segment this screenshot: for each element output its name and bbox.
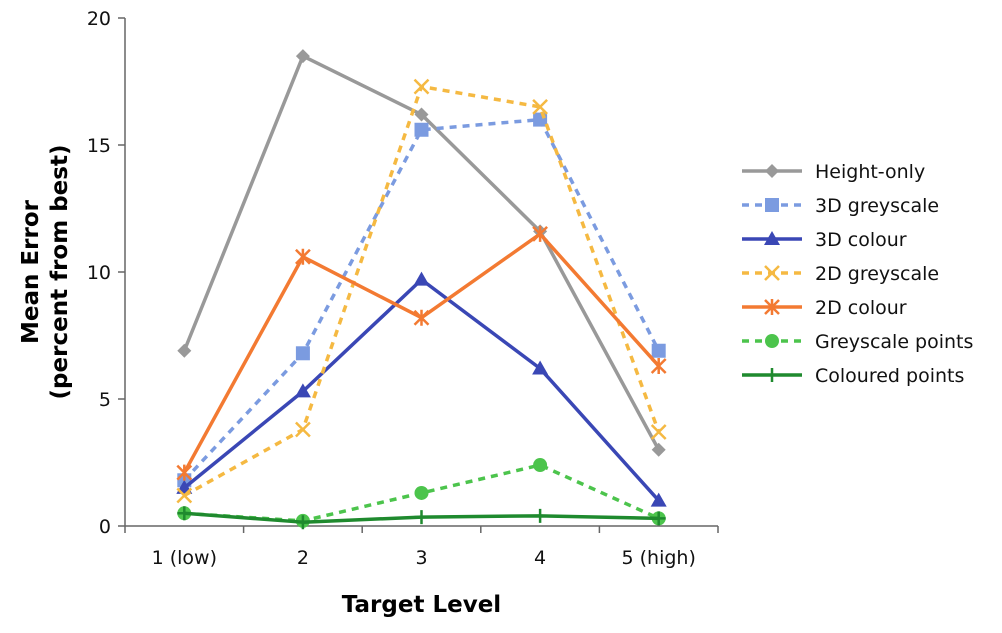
data-point-height-only — [651, 442, 666, 457]
data-point-2d-colour — [176, 464, 193, 481]
series-height-only — [177, 49, 666, 457]
legend-marker — [765, 334, 779, 348]
legend-marker — [765, 164, 779, 178]
data-point-2d-colour — [650, 357, 667, 374]
data-point-2d-colour — [413, 309, 430, 326]
legend-marker — [764, 231, 780, 245]
data-point-coloured-points — [414, 510, 429, 525]
y-axis-title-line-2: (percent from best) — [47, 145, 73, 400]
legend-item-greyscale-points: Greyscale points — [742, 331, 973, 353]
x-tick-label: 3 — [415, 547, 427, 569]
data-point-2d-greyscale — [650, 424, 667, 440]
y-tick-label: 5 — [99, 389, 111, 411]
data-point-coloured-points — [177, 506, 192, 521]
data-point-3d-colour — [294, 383, 311, 398]
data-point-coloured-points — [651, 511, 666, 526]
legend-label: Greyscale points — [815, 331, 973, 353]
data-point-greyscale-points — [414, 485, 429, 500]
series-line-2d-greyscale — [183, 84, 661, 498]
x-axis-title: Target Level — [342, 592, 501, 618]
legend-label: 3D greyscale — [815, 195, 939, 217]
legend-marker — [764, 265, 780, 281]
data-point-2d-greyscale — [176, 487, 193, 504]
data-point-2d-colour — [295, 248, 311, 265]
data-point-coloured-points — [533, 508, 548, 523]
y-axis-title-line-1: Mean Error — [18, 199, 44, 344]
data-point-3d-colour — [650, 492, 667, 507]
series-3d-colour — [176, 271, 667, 507]
data-point-coloured-points — [295, 515, 310, 530]
data-point-3d-greyscale — [295, 346, 310, 361]
y-tick-label: 0 — [99, 516, 111, 538]
legend-marker — [765, 368, 779, 382]
legend-label: 2D greyscale — [815, 263, 939, 285]
legend-item-coloured-points: Coloured points — [742, 365, 964, 387]
data-point-2d-greyscale — [295, 421, 311, 438]
data-point-greyscale-points — [533, 458, 548, 473]
legend-item-3d-colour: 3D colour — [742, 229, 907, 251]
x-tick-label: 1 (low) — [152, 547, 217, 569]
legend-item-2d-greyscale: 2D greyscale — [742, 263, 939, 285]
data-point-2d-colour — [532, 225, 548, 242]
data-point-3d-colour — [413, 271, 430, 286]
legend-marker — [765, 198, 779, 212]
legend-marker — [764, 299, 780, 315]
series-coloured-points — [177, 506, 666, 530]
legend-item-height-only: Height-only — [742, 161, 925, 183]
legend-label: Coloured points — [815, 365, 964, 387]
legend-label: 3D colour — [815, 229, 907, 251]
series-line-2d-colour — [182, 232, 661, 474]
y-axis-title: Mean Error (percent from best) — [18, 145, 73, 400]
data-point-height-only — [414, 107, 429, 122]
legend-label: 2D colour — [815, 297, 907, 319]
series-2d-greyscale — [176, 78, 667, 504]
legend-item-2d-colour: 2D colour — [742, 297, 907, 319]
legend: Height-only 3D greyscale 3D colour 2D greys… — [742, 161, 973, 387]
x-tick-label: 5 (high) — [622, 547, 696, 569]
series-3d-greyscale — [177, 112, 666, 488]
legend-label: Height-only — [815, 161, 925, 183]
y-tick-label: 15 — [87, 135, 111, 157]
series-2d-colour — [176, 225, 667, 481]
data-point-2d-greyscale — [532, 99, 548, 115]
y-tick-label: 10 — [87, 262, 111, 284]
y-tick-label: 20 — [87, 8, 111, 30]
x-tick-label: 2 — [297, 547, 309, 569]
series-layer — [176, 49, 667, 530]
data-point-3d-greyscale — [651, 343, 666, 358]
axes: 0 5 10 15 20 1 (low) 2 3 4 5 (high) — [87, 8, 719, 569]
data-point-3d-colour — [532, 360, 549, 375]
data-point-2d-greyscale — [413, 78, 430, 95]
legend-item-3d-greyscale: 3D greyscale — [742, 195, 939, 217]
data-point-3d-greyscale — [414, 122, 429, 137]
data-point-height-only — [295, 49, 310, 64]
data-point-height-only — [177, 343, 192, 358]
x-tick-label: 4 — [534, 547, 546, 569]
